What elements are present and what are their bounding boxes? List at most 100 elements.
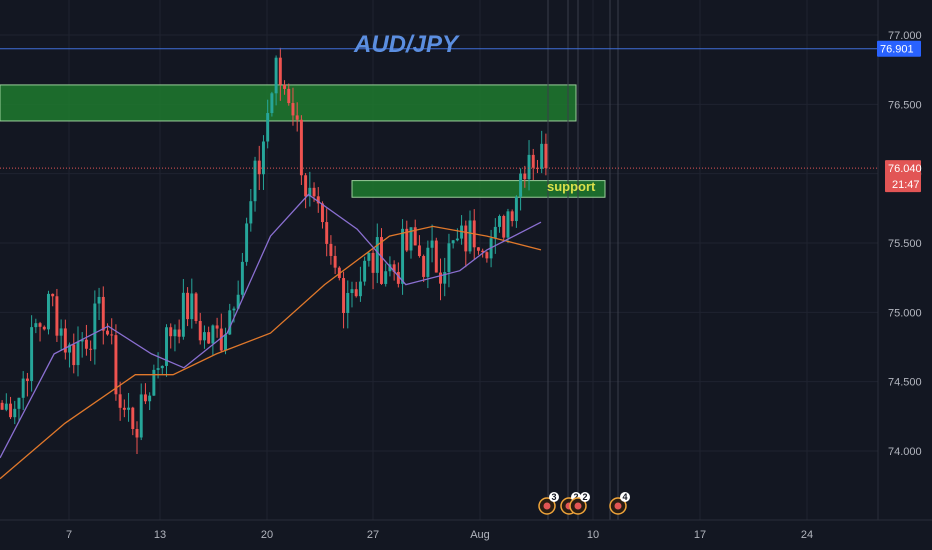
candle-body[interactable] bbox=[342, 278, 346, 313]
candle-body[interactable] bbox=[498, 216, 501, 227]
candle-body[interactable] bbox=[485, 252, 489, 259]
candle-body[interactable] bbox=[202, 332, 206, 341]
candle-body[interactable] bbox=[0, 402, 4, 410]
candle-body[interactable] bbox=[380, 237, 383, 284]
candle-body[interactable] bbox=[207, 332, 211, 344]
candle-body[interactable] bbox=[455, 238, 459, 241]
candle-body[interactable] bbox=[4, 403, 8, 410]
candle-body[interactable] bbox=[21, 378, 25, 398]
candle-body[interactable] bbox=[417, 245, 421, 257]
candle-body[interactable] bbox=[422, 256, 426, 277]
candle-body[interactable] bbox=[321, 203, 324, 223]
candle-body[interactable] bbox=[506, 211, 510, 238]
candle-body[interactable] bbox=[236, 294, 240, 309]
candle-body[interactable] bbox=[93, 303, 97, 350]
candle-body[interactable] bbox=[13, 408, 17, 418]
candle-body[interactable] bbox=[384, 271, 388, 284]
candle-body[interactable] bbox=[9, 403, 13, 418]
candle-body[interactable] bbox=[198, 320, 202, 341]
candle-body[interactable] bbox=[169, 327, 173, 337]
calendar-event-icon[interactable]: 4 bbox=[609, 492, 630, 515]
candle-body[interactable] bbox=[510, 211, 514, 222]
candle-body[interactable] bbox=[295, 115, 299, 120]
candle-body[interactable] bbox=[287, 88, 291, 104]
candle-body[interactable] bbox=[76, 341, 80, 366]
candle-body[interactable] bbox=[514, 196, 518, 222]
candle-body[interactable] bbox=[439, 272, 442, 284]
candle-body[interactable] bbox=[152, 369, 156, 396]
price-scale[interactable]: 77.00076.50076.00075.50075.00074.50074.0… bbox=[888, 30, 922, 458]
candle-body[interactable] bbox=[122, 407, 126, 410]
candle-body[interactable] bbox=[358, 281, 362, 297]
candle-body[interactable] bbox=[224, 334, 227, 351]
candle-body[interactable] bbox=[165, 327, 168, 366]
candle-body[interactable] bbox=[97, 296, 101, 304]
candle-body[interactable] bbox=[299, 119, 303, 176]
candle-body[interactable] bbox=[468, 220, 472, 252]
candle-body[interactable] bbox=[47, 293, 50, 330]
candle-body[interactable] bbox=[540, 143, 544, 169]
candle-body[interactable] bbox=[240, 261, 244, 295]
candle-body[interactable] bbox=[401, 228, 405, 284]
candle-body[interactable] bbox=[156, 368, 160, 370]
candle-body[interactable] bbox=[396, 271, 400, 284]
candle-body[interactable] bbox=[283, 84, 287, 89]
candle-body[interactable] bbox=[68, 344, 72, 353]
candle-body[interactable] bbox=[228, 310, 232, 335]
candle-body[interactable] bbox=[325, 222, 329, 244]
candle-body[interactable] bbox=[409, 227, 413, 251]
candle-body[interactable] bbox=[160, 365, 164, 369]
candle-body[interactable] bbox=[59, 328, 63, 336]
candle-body[interactable] bbox=[25, 378, 29, 381]
candle-body[interactable] bbox=[55, 296, 59, 336]
candle-body[interactable] bbox=[232, 308, 236, 311]
candle-body[interactable] bbox=[363, 260, 367, 282]
candle-body[interactable] bbox=[127, 407, 131, 410]
candle-body[interactable] bbox=[245, 223, 249, 262]
candle-body[interactable] bbox=[405, 228, 409, 251]
candle-body[interactable] bbox=[257, 160, 261, 175]
candle-body[interactable] bbox=[443, 272, 447, 284]
candle-body[interactable] bbox=[266, 113, 270, 142]
candle-body[interactable] bbox=[80, 339, 84, 342]
candle-body[interactable] bbox=[181, 292, 185, 337]
candle-body[interactable] bbox=[375, 237, 379, 273]
candle-body[interactable] bbox=[291, 103, 295, 116]
candle-body[interactable] bbox=[190, 293, 194, 320]
candle-body[interactable] bbox=[447, 243, 451, 273]
candle-body[interactable] bbox=[392, 264, 396, 272]
candle-body[interactable] bbox=[89, 348, 93, 350]
candle-body[interactable] bbox=[219, 328, 223, 351]
candle-body[interactable] bbox=[464, 225, 468, 252]
candle-body[interactable] bbox=[354, 289, 358, 297]
candle-body[interactable] bbox=[544, 143, 548, 169]
candle-body[interactable] bbox=[173, 329, 177, 337]
candle-body[interactable] bbox=[118, 394, 122, 408]
candle-body[interactable] bbox=[493, 226, 497, 239]
candle-body[interactable] bbox=[270, 93, 274, 114]
candle-body[interactable] bbox=[523, 173, 527, 180]
candle-body[interactable] bbox=[72, 344, 76, 366]
candle-body[interactable] bbox=[110, 334, 114, 336]
candle-body[interactable] bbox=[531, 154, 535, 168]
candle-body[interactable] bbox=[308, 187, 312, 197]
candle-body[interactable] bbox=[426, 247, 430, 277]
time-scale[interactable]: 7 13 20 27 Aug 10 17 24 bbox=[66, 529, 813, 541]
candle-body[interactable] bbox=[388, 264, 392, 272]
calendar-event-icon[interactable]: 2 bbox=[569, 492, 590, 515]
candle-body[interactable] bbox=[148, 395, 152, 402]
candle-body[interactable] bbox=[519, 173, 523, 197]
candle-body[interactable] bbox=[430, 240, 434, 248]
candle-body[interactable] bbox=[30, 327, 34, 381]
candle-body[interactable] bbox=[215, 325, 219, 329]
candle-body[interactable] bbox=[346, 292, 350, 313]
candle-body[interactable] bbox=[261, 141, 265, 175]
candle-body[interactable] bbox=[135, 428, 139, 438]
candle-body[interactable] bbox=[312, 187, 316, 197]
calendar-event-icon[interactable]: 3 bbox=[538, 492, 559, 515]
candle-body[interactable] bbox=[84, 339, 88, 349]
candle-body[interactable] bbox=[476, 247, 480, 251]
